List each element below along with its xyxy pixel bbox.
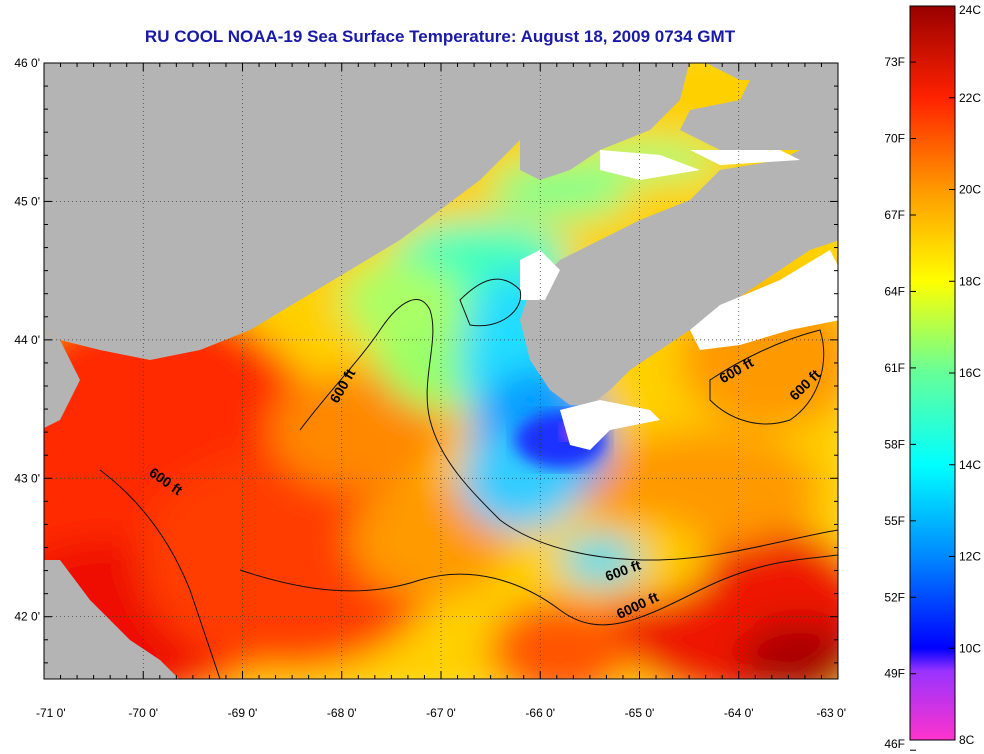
lon-tick-label: -64 0' — [724, 706, 754, 720]
lat-tick-label: 45 0' — [14, 194, 40, 208]
lon-tick-label: -65 0' — [625, 706, 655, 720]
lon-tick-label: -67 0' — [426, 706, 456, 720]
lon-tick-label: -70 0' — [128, 706, 158, 720]
colorbar-c-label: 14C — [959, 458, 981, 472]
cape-cod-land — [44, 560, 179, 679]
colorbar-celsius-axis: 24C 22C 20C 18C 16C 14C 12C 10C 8C — [949, 3, 981, 747]
lat-tick-label: 42 0' — [14, 610, 40, 624]
colorbar-fahrenheit-axis: 73F 70F 67F 64F 61F 58F 55F 52F 49F 46F — [884, 55, 916, 751]
colorbar-f-label: 52F — [884, 590, 905, 604]
colorbar-c-label: 22C — [959, 91, 981, 105]
colorbar-c-label: 24C — [959, 3, 981, 17]
cloud-patch-ns — [690, 250, 838, 350]
lat-tick-label: 44 0' — [14, 333, 40, 347]
colorbar-f-label: 49F — [884, 667, 905, 681]
contour-600ft-west — [99, 469, 221, 679]
chart-title: RU COOL NOAA-19 Sea Surface Temperature:… — [144, 27, 736, 46]
contour-600ft-north — [299, 299, 838, 561]
latitude-axis-left: 46 0' 45 0' 44 0' 43 0' 42 0' — [14, 56, 52, 664]
new-brunswick-land — [520, 63, 690, 180]
lon-tick-label: -71 0' — [36, 706, 66, 720]
colorbar-c-label: 12C — [959, 550, 981, 564]
colorbar-c-label: 10C — [959, 641, 981, 655]
colorbar-f-label: 58F — [884, 437, 905, 451]
colorbar-c-label: 8C — [959, 733, 975, 747]
colorbar-f-label: 61F — [884, 361, 905, 375]
bathymetry-contours — [99, 278, 838, 679]
pei-land — [706, 63, 760, 80]
cloud-patch-bay — [560, 400, 660, 450]
maine-new-brunswick-land — [44, 63, 540, 360]
colorbar-c-label: 16C — [959, 366, 981, 380]
lon-tick-label: -68 0' — [327, 706, 357, 720]
contour-6000ft — [239, 554, 838, 626]
colorbar-c-label: 20C — [959, 183, 981, 197]
lon-tick-label: -66 0' — [525, 706, 555, 720]
colorbar — [909, 5, 956, 741]
latitude-axis-right — [830, 62, 838, 664]
lat-tick-label: 46 0' — [14, 56, 40, 70]
contour-600ft-basin — [459, 278, 522, 327]
contour-600ft-east — [709, 329, 825, 425]
longitude-axis: -71 0' -70 0' -69 0' -68 0' -67 0' -66 0' -65 … — [36, 63, 846, 720]
lon-tick-label: -63 0' — [816, 706, 846, 720]
colorbar-c-label: 18C — [959, 274, 981, 288]
maine-coast-land — [44, 332, 80, 428]
land — [44, 63, 838, 679]
colorbar-f-label: 67F — [884, 208, 905, 222]
clouds — [520, 150, 838, 450]
lat-tick-label: 43 0' — [14, 471, 40, 485]
nova-scotia-land — [520, 63, 838, 405]
colorbar-f-label: 73F — [884, 55, 905, 69]
colorbar-f-label: 46F — [884, 737, 905, 751]
cloud-patch-basin — [690, 150, 800, 165]
cloud-patch-fundy — [600, 150, 700, 180]
colorbar-f-label: 70F — [884, 132, 905, 146]
lon-tick-label: -69 0' — [228, 706, 258, 720]
gridlines — [44, 63, 838, 679]
colorbar-f-label: 55F — [884, 514, 905, 528]
colorbar-f-label: 64F — [884, 284, 905, 298]
